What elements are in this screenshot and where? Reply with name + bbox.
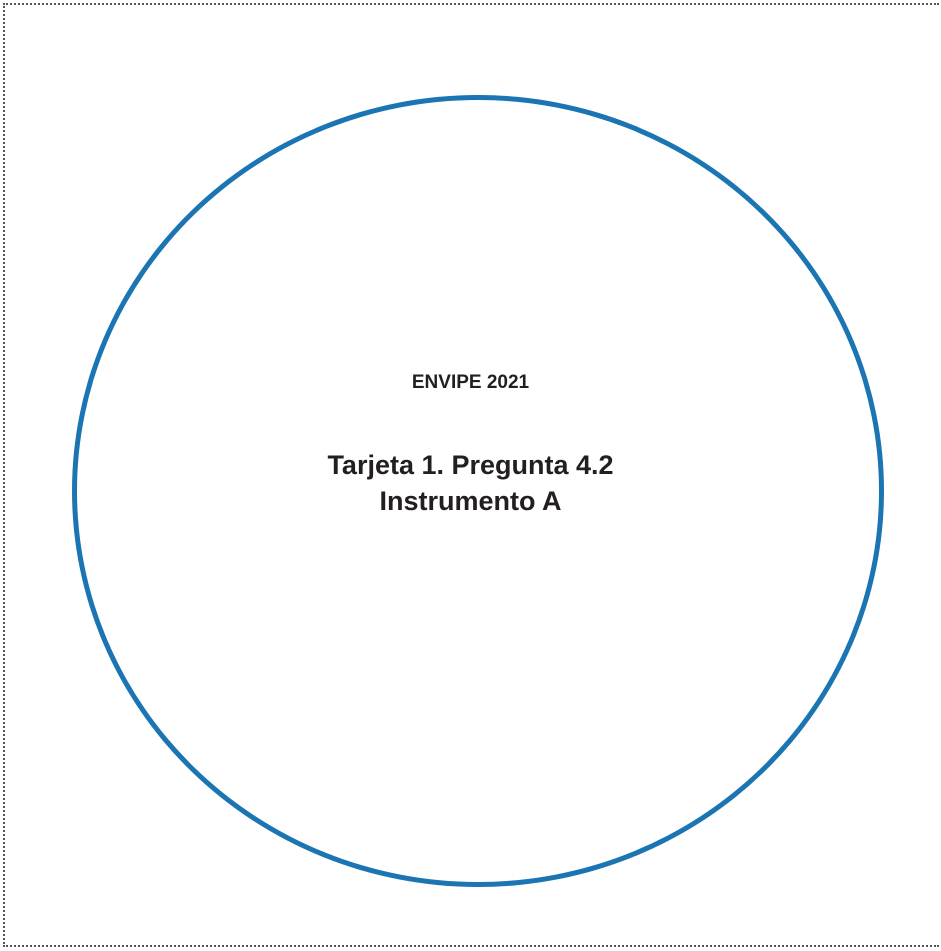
survey-name: ENVIPE 2021 <box>411 372 530 393</box>
card-title-line-2: Instrumento A <box>379 486 562 516</box>
cut-out-card-border <box>3 3 939 947</box>
card-title: Tarjeta 1. Pregunta 4.2 Instrumento A <box>0 447 941 519</box>
blue-circle-outline <box>72 95 884 887</box>
card-title-line-1: Tarjeta 1. Pregunta 4.2 <box>327 450 614 480</box>
